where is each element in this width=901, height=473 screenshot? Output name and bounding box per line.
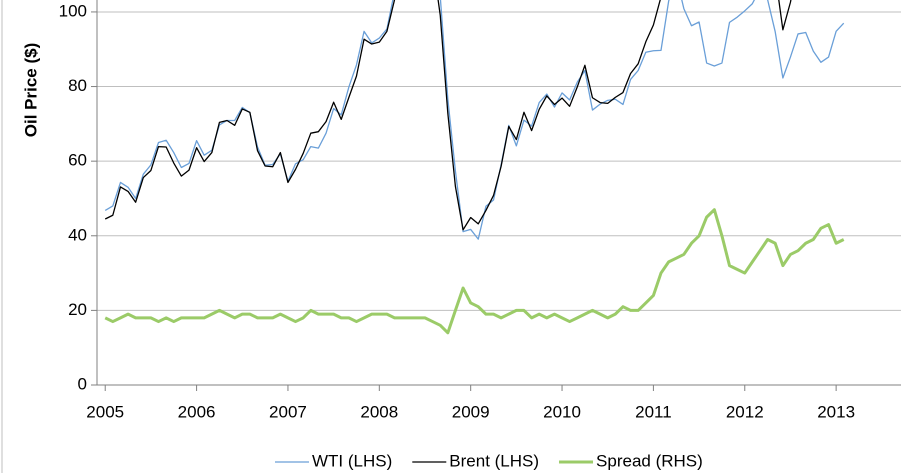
series-line: [104, 0, 792, 231]
legend-label: WTI (LHS): [312, 451, 392, 470]
series-line: [104, 0, 845, 240]
x-tick-label: 2010: [543, 402, 581, 421]
x-tick-label: 2008: [360, 402, 398, 421]
plot-area: [104, 0, 845, 335]
x-tick-label: 2009: [452, 402, 490, 421]
y-tick-label: 0: [78, 374, 87, 393]
x-tick-label: 2005: [86, 402, 124, 421]
legend-label: Spread (RHS): [596, 451, 703, 470]
y-tick-label: 60: [68, 151, 87, 170]
x-tick-label: 2011: [635, 402, 672, 421]
y-axis-label: Oil Price ($): [21, 43, 40, 137]
x-tick-label: 2013: [817, 402, 855, 421]
y-tick-label: 40: [68, 225, 87, 244]
y-tick-label: 20: [68, 300, 87, 319]
x-tick-label: 2007: [269, 402, 307, 421]
x-tick-label: 2006: [178, 402, 216, 421]
series-line: [104, 208, 845, 335]
y-tick-label: 100: [59, 1, 87, 20]
y-tick-label: 80: [68, 76, 87, 95]
x-tick-label: 2012: [726, 402, 764, 421]
legend-label: Brent (LHS): [449, 451, 539, 470]
